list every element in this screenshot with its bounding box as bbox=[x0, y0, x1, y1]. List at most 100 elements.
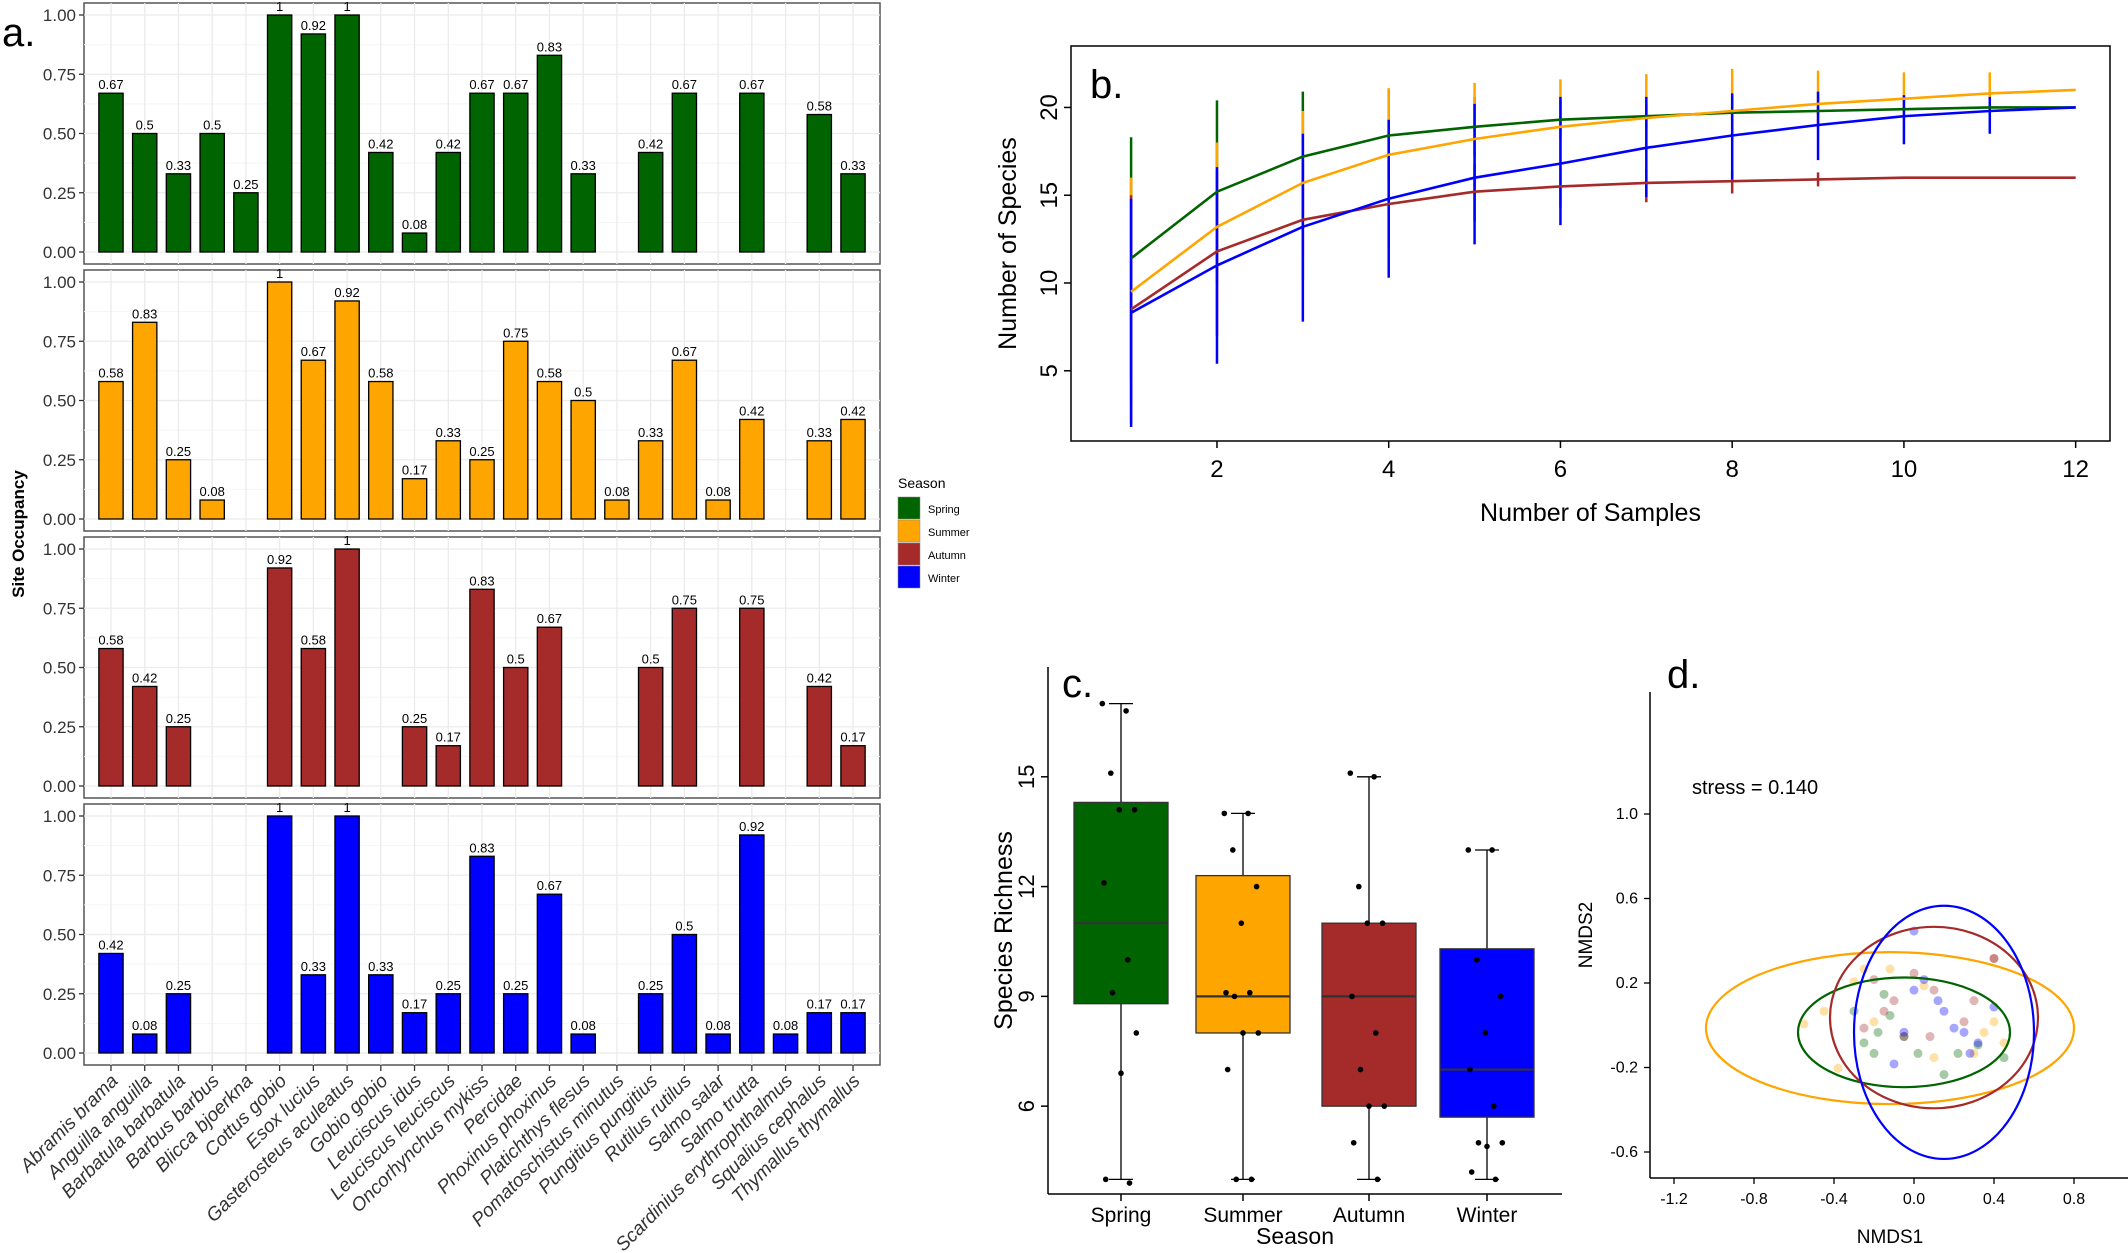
bar bbox=[536, 380, 563, 520]
x-tick-label: 10 bbox=[1891, 456, 1918, 483]
y-axis-title: NMDS2 bbox=[1576, 902, 1597, 969]
y-tick-label: 0.00 bbox=[43, 510, 76, 529]
legend-key bbox=[897, 519, 921, 543]
y-tick-label: 10 bbox=[1036, 270, 1063, 297]
plot-frame bbox=[1070, 45, 2111, 442]
data-point bbox=[1374, 1176, 1381, 1183]
data-point bbox=[1133, 1030, 1140, 1036]
panel-c-boxplot: c. 6 9 12 15 Species Richness Season Spring Summ… bbox=[990, 662, 1562, 1249]
box-autumn bbox=[1321, 922, 1417, 1107]
y-tick-label: 0.25 bbox=[43, 718, 76, 737]
bar bbox=[435, 440, 462, 520]
x-axis-title: NMDS1 bbox=[1857, 1227, 1924, 1248]
bar-data-label: 0.67 bbox=[537, 611, 562, 626]
panel-d-nmds-plot: d. stress = 0.140 -1.2 -0.8 -0.4 0.0 0.4 0.8 -0.… bbox=[1576, 653, 2128, 1248]
data-point bbox=[1109, 989, 1116, 996]
nmds-point-autumn bbox=[1859, 1023, 1869, 1033]
bar-data-label: 0.33 bbox=[571, 158, 596, 173]
bar-data-label: 0.17 bbox=[840, 730, 865, 745]
bar bbox=[840, 1012, 866, 1054]
legend-label: Autumn bbox=[928, 550, 966, 562]
panel-label-d: d. bbox=[1667, 653, 1700, 697]
data-point bbox=[1255, 1030, 1262, 1036]
bar-data-label: 0.25 bbox=[233, 177, 258, 192]
bar-data-label: 0.58 bbox=[98, 633, 123, 648]
x-tick-label: 0.4 bbox=[1983, 1191, 2005, 1208]
bar bbox=[368, 151, 394, 253]
bar-data-label: 0.92 bbox=[739, 819, 764, 834]
bar-data-label: 0.42 bbox=[807, 670, 832, 685]
y-tick-label: 0.50 bbox=[43, 392, 76, 411]
data-point bbox=[1221, 810, 1228, 817]
bar bbox=[131, 1033, 158, 1054]
bar-data-label: 0.17 bbox=[436, 730, 461, 745]
bar bbox=[502, 92, 529, 253]
bar bbox=[266, 815, 293, 1054]
data-point bbox=[1381, 1103, 1388, 1109]
bar-data-label: 0.08 bbox=[705, 1018, 730, 1033]
series-line-summer bbox=[1130, 88, 2076, 293]
nmds-point-spring bbox=[1973, 1040, 1983, 1050]
y-axis-title: Site Occupancy bbox=[9, 470, 28, 598]
bar bbox=[300, 647, 327, 787]
bar-data-label: 0.25 bbox=[166, 711, 191, 726]
y-tick-label: 0.2 bbox=[1616, 975, 1638, 992]
bar bbox=[199, 132, 225, 253]
legend-label: Winter bbox=[928, 573, 960, 585]
nmds-point-autumn bbox=[1989, 953, 1999, 963]
bar bbox=[840, 173, 866, 253]
ellipse-spring bbox=[1796, 976, 2012, 1089]
data-point bbox=[1371, 773, 1377, 780]
y-tick-label: 0.00 bbox=[43, 1044, 76, 1063]
bar-data-label: 0.5 bbox=[136, 118, 154, 133]
data-point bbox=[1499, 1139, 1506, 1146]
bar-data-label: 1 bbox=[343, 533, 350, 548]
data-point bbox=[1474, 956, 1480, 963]
x-tick-label: 4 bbox=[1382, 456, 1395, 483]
data-point bbox=[1347, 770, 1354, 776]
x-tick-label: -0.4 bbox=[1820, 1191, 1848, 1208]
data-point bbox=[1364, 920, 1371, 926]
data-point bbox=[1230, 847, 1236, 853]
bar-data-label: 1 bbox=[343, 0, 350, 14]
x-tick-label: 0.8 bbox=[2063, 1191, 2085, 1208]
nmds-point-summer bbox=[1989, 1017, 1999, 1027]
bar-data-label: 0.25 bbox=[166, 978, 191, 993]
bar-data-label: 0.83 bbox=[469, 840, 494, 855]
bar bbox=[469, 855, 495, 1054]
data-point bbox=[1126, 1180, 1133, 1186]
x-tick-label: Spring bbox=[1091, 1204, 1152, 1227]
data-point bbox=[1482, 1030, 1489, 1036]
nmds-point-summer bbox=[1869, 1017, 1879, 1027]
y-tick-label: 12 bbox=[1014, 874, 1039, 898]
bar bbox=[637, 666, 664, 787]
x-tick-label: Summer bbox=[1203, 1204, 1282, 1227]
bar-data-label: 0.08 bbox=[132, 1018, 157, 1033]
bar bbox=[739, 92, 765, 253]
nmds-point-autumn bbox=[1879, 1006, 1889, 1016]
bar bbox=[435, 745, 462, 787]
data-point bbox=[1247, 989, 1253, 996]
y-tick-label: 0.25 bbox=[43, 184, 76, 203]
bar-data-label: 0.67 bbox=[739, 77, 764, 92]
data-point bbox=[1116, 806, 1123, 813]
ellipse-summer bbox=[1704, 951, 2076, 1106]
bar bbox=[469, 459, 495, 520]
bar-data-label: 0.17 bbox=[807, 997, 832, 1012]
bar-data-label: 1 bbox=[276, 0, 283, 14]
bar-data-label: 0.08 bbox=[604, 484, 629, 499]
y-tick-label: 0.75 bbox=[43, 866, 76, 885]
bar bbox=[739, 834, 765, 1054]
data-point bbox=[1357, 1066, 1364, 1073]
x-tick-label: 8 bbox=[1726, 456, 1739, 483]
bar-data-label: 0.5 bbox=[574, 385, 592, 400]
bar bbox=[401, 478, 428, 520]
bar bbox=[131, 685, 158, 787]
bar bbox=[469, 92, 495, 253]
x-tick-label: Autumn bbox=[1333, 1204, 1405, 1227]
nmds-point-autumn bbox=[1989, 953, 1999, 963]
nmds-point-spring bbox=[1953, 1048, 1963, 1058]
nmds-point-autumn bbox=[1889, 996, 1899, 1006]
panel-label-a: a. bbox=[2, 11, 35, 55]
box-spring bbox=[1073, 801, 1169, 1005]
